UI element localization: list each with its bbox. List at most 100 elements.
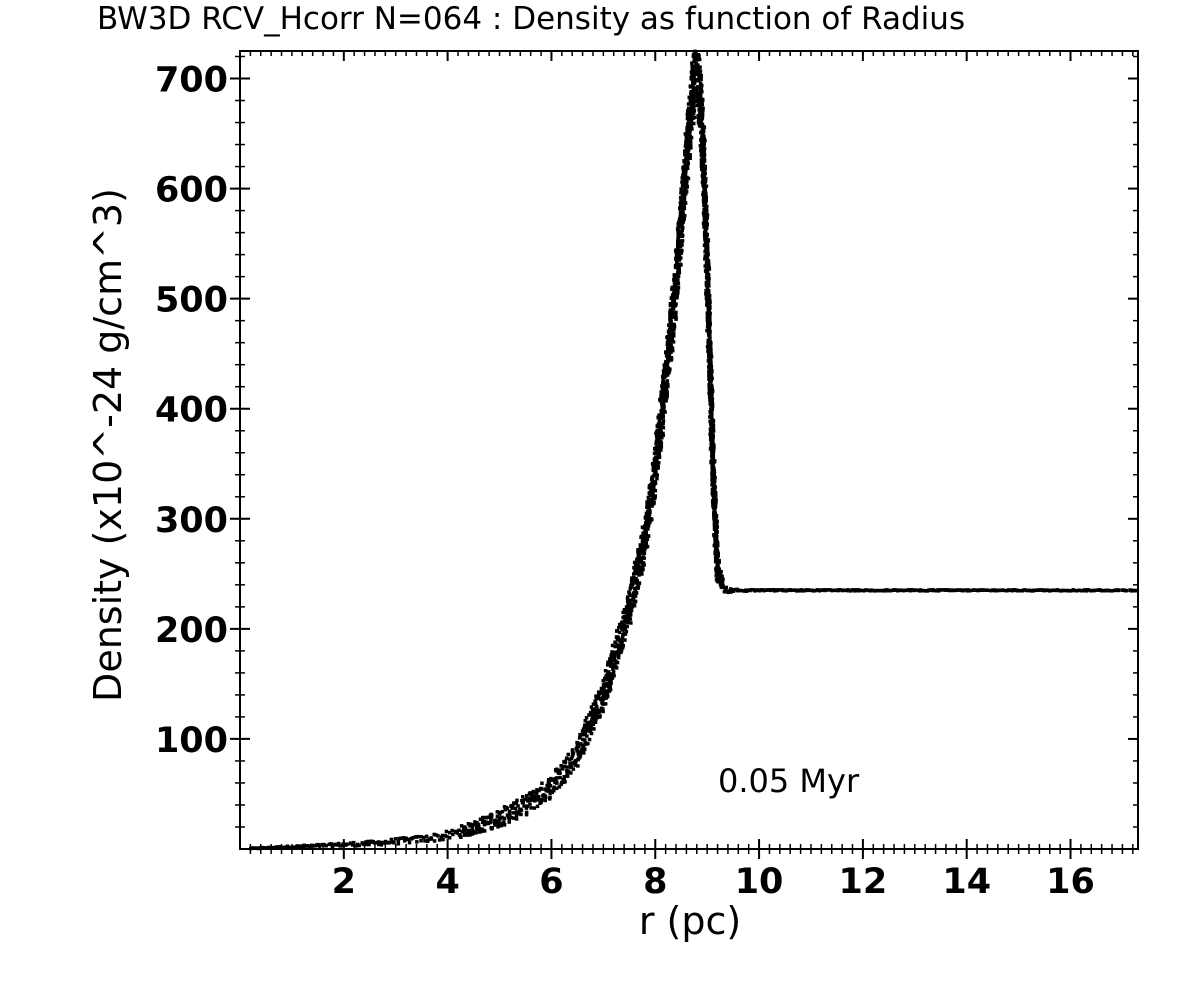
data-point — [646, 527, 650, 531]
data-point — [656, 431, 661, 435]
data-point — [703, 199, 707, 204]
data-point — [690, 84, 695, 88]
data-point — [639, 534, 644, 539]
data-point — [696, 63, 700, 67]
data-point — [715, 556, 719, 561]
data-point — [636, 563, 640, 567]
data-point — [710, 450, 714, 454]
data-point — [680, 213, 684, 217]
data-point — [500, 809, 505, 814]
data-point — [769, 588, 773, 592]
data-point — [726, 590, 730, 595]
data-point — [693, 99, 698, 103]
data-point — [785, 588, 790, 592]
data-point — [270, 845, 275, 850]
data-point — [685, 112, 690, 117]
data-point — [669, 350, 673, 355]
data-point — [661, 402, 665, 407]
data-point — [689, 121, 694, 126]
data-point — [676, 227, 680, 232]
data-point — [686, 109, 691, 114]
data-point — [709, 361, 713, 365]
data-point — [834, 588, 838, 593]
data-point — [681, 220, 686, 224]
data-point — [539, 800, 543, 804]
data-point — [706, 291, 711, 296]
data-point — [717, 576, 722, 580]
data-point — [713, 540, 718, 545]
data-point — [1092, 588, 1097, 593]
data-point — [846, 588, 850, 592]
data-point — [702, 167, 706, 171]
data-point — [666, 349, 670, 353]
data-point — [707, 391, 711, 395]
data-point — [659, 394, 663, 398]
data-point — [901, 588, 906, 593]
data-point — [815, 588, 820, 592]
data-point — [697, 57, 702, 62]
data-point — [698, 65, 702, 69]
data-point — [657, 448, 661, 452]
data-point — [828, 588, 832, 592]
x-tick-label: 6 — [539, 862, 563, 902]
data-point — [692, 121, 696, 126]
data-point — [591, 702, 596, 706]
data-point — [686, 125, 691, 129]
data-point — [772, 589, 777, 593]
data-point — [596, 694, 601, 698]
data-point — [667, 369, 672, 373]
data-point — [691, 65, 696, 69]
data-point — [966, 588, 971, 593]
data-point — [711, 429, 716, 433]
data-point — [706, 294, 710, 298]
data-point — [684, 142, 689, 147]
data-point — [713, 559, 718, 564]
data-point — [697, 117, 701, 121]
data-point — [606, 660, 610, 664]
data-point — [705, 287, 710, 291]
data-point — [749, 588, 754, 592]
y-tick-label: 300 — [155, 501, 228, 541]
data-point — [676, 268, 681, 273]
data-point — [593, 699, 597, 703]
data-point — [666, 357, 671, 361]
data-point — [322, 842, 326, 847]
data-point — [695, 92, 699, 97]
data-point — [655, 445, 660, 449]
data-point — [659, 425, 663, 430]
data-point — [650, 476, 655, 480]
data-point — [694, 55, 698, 59]
data-point — [956, 588, 960, 592]
data-point — [482, 829, 487, 833]
data-point — [647, 505, 651, 509]
data-point — [587, 737, 592, 742]
data-point — [402, 839, 407, 843]
data-point — [666, 365, 670, 370]
data-point — [1098, 588, 1102, 592]
data-point — [486, 815, 491, 819]
data-point — [685, 165, 690, 169]
data-point — [507, 809, 512, 814]
data-point — [665, 389, 669, 394]
data-point — [686, 149, 690, 154]
data-point — [701, 128, 706, 133]
chart-title: BW3D RCV_Hcorr N=064 : Density as functi… — [97, 1, 965, 37]
data-point — [710, 376, 714, 381]
data-point — [650, 493, 655, 497]
data-point — [717, 560, 721, 564]
data-point — [705, 289, 710, 293]
data-point — [927, 588, 932, 592]
data-point — [557, 768, 561, 772]
data-point — [626, 604, 630, 609]
data-point — [436, 834, 440, 838]
data-point — [677, 258, 682, 262]
data-point — [705, 266, 709, 270]
data-point — [615, 629, 619, 633]
data-point — [918, 588, 923, 592]
data-point — [634, 568, 638, 572]
data-point — [603, 693, 608, 698]
data-point — [651, 461, 655, 466]
data-point — [667, 351, 671, 355]
data-point — [806, 588, 811, 592]
data-point — [584, 742, 588, 746]
